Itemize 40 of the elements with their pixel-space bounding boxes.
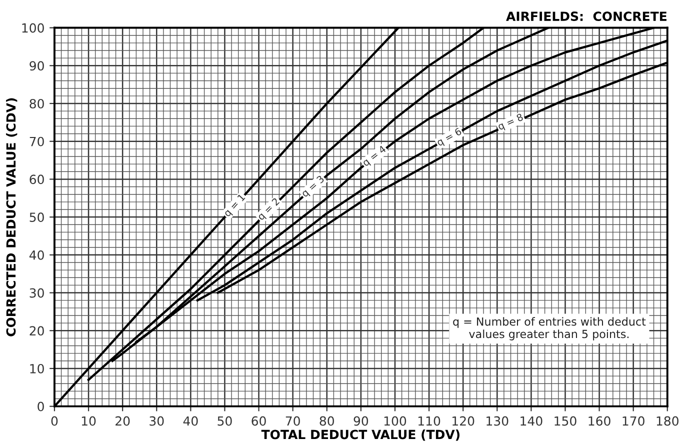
y-tick-label: 20 <box>30 326 44 336</box>
annotation: q = 6 <box>436 127 463 148</box>
y-tick-label: 30 <box>30 288 44 298</box>
y-tick-label: 90 <box>30 61 44 71</box>
x-tick-label: 100 <box>384 416 406 426</box>
annotation: q = Number of entries with deduct values greater than 5 points. <box>453 317 646 340</box>
x-tick-label: 20 <box>116 416 130 426</box>
annotation: q = 2 <box>256 198 282 222</box>
y-axis-title: CORRECTED DEDUCT VALUE (CDV) <box>6 98 18 336</box>
annotation: q = 1 <box>223 194 247 218</box>
chart-title: AIRFIELDS: CONCRETE <box>506 12 666 22</box>
annotation: q = 4 <box>362 145 388 168</box>
annotation: q = 3 <box>300 175 326 199</box>
x-tick-label: 30 <box>150 416 164 426</box>
y-tick-label: 40 <box>29 250 44 260</box>
x-tick-label: 120 <box>452 416 474 426</box>
y-tick-label: 100 <box>22 23 44 33</box>
x-tick-label: 10 <box>82 416 96 426</box>
y-tick-label: 80 <box>30 98 44 108</box>
x-axis-title: TOTAL DEDUCT VALUE (TDV) <box>261 430 460 441</box>
y-tick-label: 50 <box>30 212 44 222</box>
x-tick-label: 70 <box>286 416 300 426</box>
x-tick-label: 180 <box>656 416 678 426</box>
y-tick-label: 70 <box>30 136 44 146</box>
x-tick-label: 170 <box>622 416 644 426</box>
y-tick-label: 0 <box>38 402 44 412</box>
x-tick-label: 140 <box>520 416 542 426</box>
annotation: q = 8 <box>497 113 524 132</box>
y-tick-label: 60 <box>30 174 44 184</box>
x-tick-label: 60 <box>252 416 266 426</box>
x-tick-label: 90 <box>354 416 368 426</box>
y-tick-label: 10 <box>30 364 44 374</box>
x-tick-label: 110 <box>418 416 440 426</box>
x-tick-label: 40 <box>183 416 198 426</box>
x-tick-label: 150 <box>554 416 576 426</box>
x-tick-label: 130 <box>486 416 508 426</box>
x-tick-label: 0 <box>51 416 58 426</box>
x-tick-label: 160 <box>588 416 610 426</box>
x-tick-label: 50 <box>218 416 232 426</box>
x-tick-label: 80 <box>320 416 334 426</box>
